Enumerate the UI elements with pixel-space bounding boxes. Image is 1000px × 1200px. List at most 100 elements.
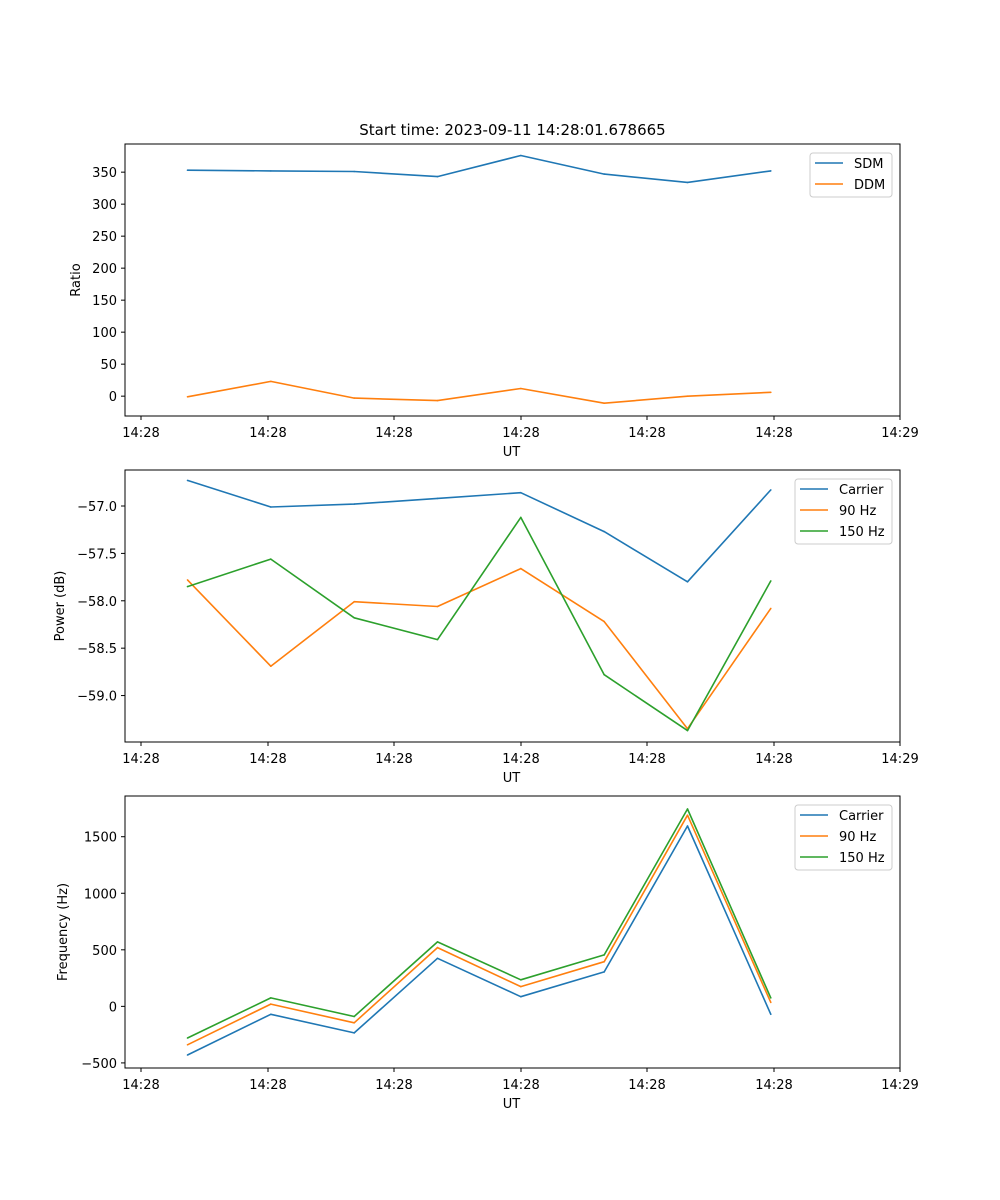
y-axis-label: Power (dB) [53,571,68,642]
data-point-150-hz [686,808,689,810]
data-point-90-hz [770,1001,772,1004]
data-point-90-hz [270,1003,272,1005]
data-point-carrier [603,971,605,973]
data-point-carrier [686,581,689,583]
x-tick-label: 14:28 [249,752,286,767]
data-point-carrier [353,503,356,505]
x-tick-label: 14:28 [375,752,412,767]
data-point-sdm [436,175,439,178]
data-point-90-hz [186,579,189,581]
series-line-150-hz [187,808,772,1039]
data-point-150-hz [770,580,772,582]
x-tick-label: 14:28 [375,1078,412,1093]
data-point-carrier [520,995,522,998]
y-tick-label: −500 [81,1057,117,1072]
data-point-90-hz [686,814,689,816]
data-point-150-hz [186,1037,189,1039]
series-line-carrier [187,825,772,1056]
data-point-150-hz [270,997,272,999]
y-tick-label: 1500 [84,831,117,846]
series-line-150-hz [187,516,772,732]
x-tick-label: 14:28 [628,1078,665,1093]
data-point-carrier [603,530,605,533]
data-point-carrier [436,497,439,500]
x-tick-label: 14:29 [881,426,918,441]
axes-frame [124,143,901,417]
axes-frame [124,795,901,1069]
data-point-90-hz [353,1022,356,1024]
y-tick-label: 0 [109,390,117,405]
x-tick-label: 14:28 [502,1078,539,1093]
data-point-90-hz [770,607,772,610]
data-point-carrier [353,1032,356,1034]
data-point-150-hz [353,1015,356,1018]
data-point-sdm [603,173,605,175]
y-tick-label: 0 [109,1000,117,1015]
y-tick-label: 150 [92,294,117,309]
legend-box [794,478,893,545]
data-point-150-hz [770,997,772,999]
data-point-90-hz [436,605,439,608]
x-axis-label: UT [503,445,521,460]
legend-label: Carrier [839,809,884,824]
data-point-150-hz [520,516,522,519]
series-line-ddm [187,380,771,405]
x-tick-label: 14:28 [122,1078,159,1093]
data-point-90-hz [520,985,522,988]
legend-label: 150 Hz [839,851,885,866]
data-point-ddm [603,402,605,405]
series-line-90-hz [186,567,772,730]
y-tick-label: −57.5 [77,547,117,562]
chart-panel-1: Start time: 2023-09-11 14:28:01.678665 14… [69,121,919,460]
y-tick-label: 350 [92,166,117,181]
legend-label: DDM [854,178,885,193]
data-point-carrier [770,1013,772,1016]
data-point-carrier [270,506,272,508]
chart-panel-2: 14:28 14:28 14:28 14:28 14:28 14:28 14:29 UT −57… [53,469,919,786]
data-point-90-hz [270,665,272,667]
data-point-sdm [770,170,772,172]
chart-title: Start time: 2023-09-11 14:28:01.678665 [359,121,665,139]
data-point-150-hz [603,673,605,676]
x-tick-label: 14:29 [881,752,918,767]
y-tick-label: 500 [92,944,117,959]
data-point-150-hz [270,558,272,560]
x-tick-label: 14:28 [249,426,286,441]
data-point-carrier [186,1054,189,1056]
y-tick-label: −58.0 [77,595,117,610]
series-line-sdm [187,154,771,184]
data-point-sdm [186,169,189,171]
data-point-150-hz [436,941,439,943]
data-point-carrier [270,1013,272,1016]
series-line-carrier [187,479,772,583]
data-point-150-hz [686,729,689,732]
data-point-90-hz [603,620,605,623]
x-tick-label: 14:28 [628,752,665,767]
legend: Carrier 90 Hz 150 Hz [794,478,893,545]
legend-box [794,804,893,871]
x-tick-label: 14:28 [375,426,412,441]
chart-panel-3: 14:28 14:28 14:28 14:28 14:28 14:28 14:29 UT −50… [56,795,919,1112]
x-tick-label: 14:28 [755,1078,792,1093]
data-point-carrier [686,825,689,827]
legend-label: 90 Hz [839,504,876,519]
data-point-ddm [520,387,522,390]
data-point-90-hz [436,946,439,949]
y-tick-label: 200 [92,262,117,277]
data-point-150-hz [436,638,439,641]
data-point-sdm [353,170,356,173]
data-point-150-hz [353,617,356,619]
y-tick-label: 250 [92,230,117,245]
x-tick-label: 14:28 [755,752,792,767]
data-point-sdm [270,170,272,172]
legend-label: Carrier [839,483,884,498]
x-tick-label: 14:28 [755,426,792,441]
y-tick-label: 300 [92,198,117,213]
x-axis-label: UT [503,771,521,786]
data-point-sdm [686,181,689,184]
data-point-150-hz [520,979,522,981]
y-tick-label: −58.5 [77,642,117,657]
legend: SDM DDM [809,152,893,198]
y-tick-label: 50 [100,358,117,373]
